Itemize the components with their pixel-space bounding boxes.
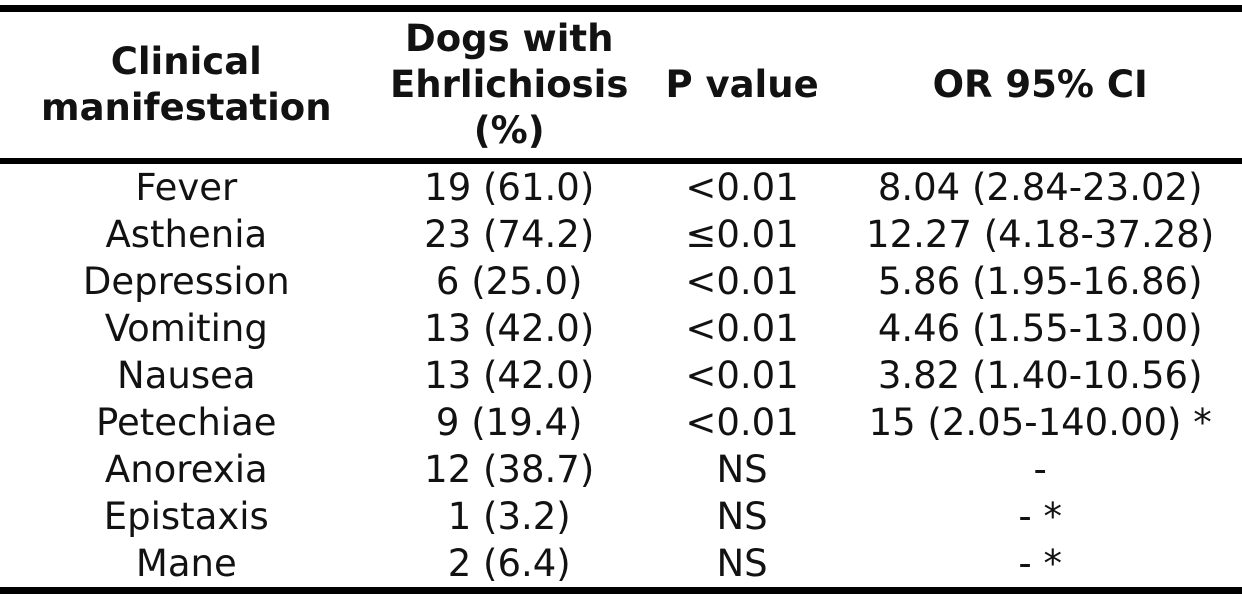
header-or-95-ci: OR 95% CI: [838, 8, 1242, 164]
cell-manifestation: Anorexia: [104, 448, 268, 491]
table-row: Depression 6 (25.0) <0.01 5.86 (1.95-16.…: [0, 258, 1242, 305]
cell-manifestation: Petechiae: [96, 401, 277, 444]
table-footnote: * Fisher test. NS: Not significative.: [0, 594, 1242, 612]
cell-dogs-pct: 6 (25.0): [435, 260, 583, 303]
cell-manifestation: Mane: [0, 540, 373, 594]
table-row: Nausea 13 (42.0) <0.01 3.82 (1.40-10.56): [0, 352, 1242, 399]
cell-dogs-pct: 12 (38.7): [424, 448, 595, 491]
cell-p-value: NS: [716, 448, 768, 491]
cell-p-value: <0.01: [685, 354, 799, 397]
cell-p-value: <0.01: [685, 260, 799, 303]
cell-manifestation: Asthenia: [105, 213, 268, 256]
cell-dogs-pct: 13 (42.0): [424, 354, 595, 397]
cell-dogs-pct: 23 (74.2): [424, 213, 595, 256]
cell-p-value: <0.01: [685, 166, 799, 209]
table-row: Anorexia 12 (38.7) NS -: [0, 446, 1242, 493]
cell-dogs-pct: 1 (3.2): [447, 495, 571, 538]
cell-or-ci: 5.86 (1.95-16.86): [877, 260, 1203, 303]
clinical-manifestations-table: Clinical manifestation Dogs with Ehrlich…: [0, 5, 1242, 594]
cell-or-ci: 4.46 (1.55-13.00): [877, 307, 1203, 350]
cell-or-ci: 12.27 (4.18-37.28): [866, 213, 1215, 256]
cell-manifestation: Vomiting: [104, 307, 268, 350]
cell-manifestation: Depression: [82, 260, 290, 303]
table-row: Fever 19 (61.0) <0.01 8.04 (2.84-23.02): [0, 161, 1242, 211]
header-p-value: P value: [645, 8, 839, 164]
cell-manifestation: Fever: [135, 166, 238, 209]
cell-p-value: <0.01: [685, 307, 799, 350]
header-clinical-manifestation: Clinical manifestation: [0, 8, 373, 164]
table-row: Asthenia 23 (74.2) ≤0.01 12.27 (4.18-37.…: [0, 211, 1242, 258]
header-dogs-with-ehrlichiosis: Dogs with Ehrlichiosis (%): [372, 8, 646, 164]
cell-p-value: NS: [645, 540, 839, 594]
table-row: Epistaxis 1 (3.2) NS - *: [0, 493, 1242, 540]
cell-dogs-pct: 19 (61.0): [424, 166, 595, 209]
cell-or-ci: -: [1033, 448, 1047, 491]
cell-p-value: ≤0.01: [685, 213, 799, 256]
table-row: Mane 2 (6.4) NS - *: [0, 540, 1242, 594]
cell-dogs-pct: 9 (19.4): [435, 401, 583, 444]
cell-or-ci: 15 (2.05-140.00) *: [868, 401, 1212, 444]
table-header-row: Clinical manifestation Dogs with Ehrlich…: [0, 8, 1242, 164]
table-row: Vomiting 13 (42.0) <0.01 4.46 (1.55-13.0…: [0, 305, 1242, 352]
cell-or-ci: - *: [1018, 495, 1062, 538]
cell-dogs-pct: 13 (42.0): [424, 307, 595, 350]
cell-manifestation: Nausea: [117, 354, 256, 397]
cell-or-ci: - *: [838, 540, 1242, 594]
cell-dogs-pct: 2 (6.4): [372, 540, 646, 594]
cell-or-ci: 3.82 (1.40-10.56): [877, 354, 1203, 397]
cell-p-value: <0.01: [685, 401, 799, 444]
cell-p-value: NS: [716, 495, 768, 538]
cell-or-ci: 8.04 (2.84-23.02): [877, 166, 1203, 209]
cell-manifestation: Epistaxis: [103, 495, 269, 538]
table-row: Petechiae 9 (19.4) <0.01 15 (2.05-140.00…: [0, 399, 1242, 446]
